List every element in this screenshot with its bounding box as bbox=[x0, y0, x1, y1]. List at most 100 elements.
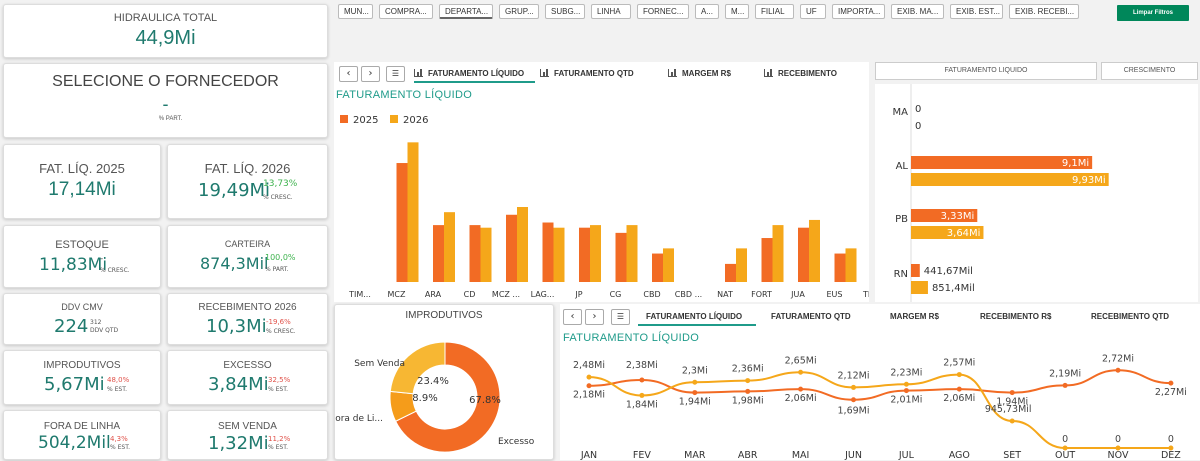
filter-exib-ma[interactable]: EXIB. MA... bbox=[891, 4, 944, 19]
kpi-sub: % CRESC. bbox=[263, 194, 293, 201]
kpi-hidraulica-card: HIDRAULICA TOTAL 44,9Mi bbox=[3, 4, 328, 58]
bar-2025-3 bbox=[469, 225, 481, 282]
tab-label: FATURAMENTO QTD bbox=[554, 69, 634, 78]
kpi-value: 1,32Mi bbox=[208, 433, 269, 454]
x-tick-label: ARA bbox=[425, 290, 442, 299]
x-tick-label: JAN bbox=[580, 450, 597, 460]
line-label-2026: 2,12Mi bbox=[838, 370, 870, 381]
line-chart: 2,18Mi 2,38Mi 1,94Mi 1,98Mi 2,06Mi 1,69Mi 2,01… bbox=[573, 353, 1187, 460]
kpi-receb-card: RECEBIMENTO 2026 10,3Mi -19,6% % CRESC. bbox=[167, 293, 328, 345]
next-button[interactable]: › bbox=[361, 66, 380, 82]
bar-2025-6 bbox=[579, 227, 590, 282]
x-tick-label: MAI bbox=[792, 450, 810, 460]
line-point-2026-5 bbox=[851, 384, 856, 390]
button-crescimento[interactable]: CRESCIMENTO bbox=[1101, 62, 1198, 80]
y-tick-label: AL bbox=[896, 161, 909, 172]
line-point-2026-2 bbox=[692, 379, 698, 385]
x-tick-label: FEV bbox=[633, 450, 651, 460]
clear-filters-button[interactable]: Limpar Filtros bbox=[1117, 5, 1189, 21]
line-point-2025-6 bbox=[903, 388, 909, 394]
filter-comprador[interactable]: COMPRA... bbox=[379, 4, 433, 19]
tab-recebimento[interactable]: RECEBIMENTO bbox=[764, 65, 837, 83]
chart-title: FATURAMENTO LÍQUIDO bbox=[336, 89, 473, 101]
filter-uf[interactable]: UF bbox=[800, 4, 826, 19]
line-label-2025: 2,06Mi bbox=[943, 393, 975, 404]
line-point-2026-4 bbox=[798, 369, 804, 375]
line-label-2025: 1,98Mi bbox=[732, 395, 764, 406]
kpi-pct: 100,0% bbox=[265, 253, 296, 262]
prev-button[interactable]: ‹ bbox=[563, 309, 582, 325]
hbar-2026-3 bbox=[911, 281, 928, 294]
line-point-2025-11 bbox=[1168, 380, 1174, 386]
menu-icon[interactable]: ☰ bbox=[611, 309, 630, 325]
filter-exib-est[interactable]: EXIB. EST... bbox=[950, 4, 1003, 19]
chart-title: FATURAMENTO LÍQUIDO bbox=[563, 332, 700, 344]
line-label-2025: 1,94Mi bbox=[679, 397, 711, 408]
y-tick-label: PB bbox=[895, 214, 908, 225]
x-tick-label: JP bbox=[574, 290, 582, 299]
bar-chart-panel: ‹ › ☰ FATURAMENTO LÍQUIDO FATURAMENTO QT… bbox=[334, 62, 869, 302]
kpi-sub: % PART. bbox=[265, 266, 289, 273]
bar-chart: 2025 2026 TIM... MCZ ARA CD MCZ ... LAG... JP CG C… bbox=[340, 115, 869, 299]
tab-recebimento-rs[interactable]: RECEBIMENTO R$ bbox=[980, 312, 1052, 321]
filter-linha[interactable]: LINHA bbox=[591, 4, 631, 19]
line-series-2026 bbox=[588, 371, 1171, 449]
next-button[interactable]: › bbox=[585, 309, 604, 325]
x-tick-label: EUS bbox=[827, 290, 843, 299]
tab-faturamento-liquido[interactable]: FATURAMENTO LÍQUIDO bbox=[638, 308, 756, 326]
kpi-value: 10,3Mi bbox=[206, 316, 267, 337]
line-point-2026-9 bbox=[1062, 445, 1068, 451]
slice-name-label: Sem Venda bbox=[354, 359, 405, 369]
bar-2025-1 bbox=[396, 163, 408, 282]
line-label-2026: 2,23Mi bbox=[890, 367, 922, 378]
x-tick-label: TIM... bbox=[348, 290, 371, 299]
tab-margem[interactable]: MARGEM R$ bbox=[668, 65, 731, 83]
slice-value-label: 67.8% bbox=[469, 395, 501, 406]
menu-icon[interactable]: ☰ bbox=[386, 66, 405, 82]
pie-card: IMPRODUTIVOS 67.8% Excesso 8.9% Fora de Li.… bbox=[334, 304, 554, 460]
bar-chart-icon bbox=[668, 69, 677, 77]
hbar-label: 0 bbox=[915, 104, 921, 115]
button-faturamento-liquido[interactable]: FATURAMENTO LIQUIDO bbox=[875, 62, 1097, 80]
kpi-value: 11,83Mi bbox=[39, 255, 108, 275]
filter-grupo[interactable]: GRUP... bbox=[499, 4, 539, 19]
legend-swatch-2026 bbox=[390, 115, 398, 123]
tab-faturamento-qtd[interactable]: FATURAMENTO QTD bbox=[540, 65, 634, 83]
line-label-2025: 2,38Mi bbox=[626, 360, 658, 371]
filter-a[interactable]: A... bbox=[695, 4, 719, 19]
line-point-2025-0 bbox=[586, 383, 592, 389]
x-tick-label: JUN bbox=[844, 450, 862, 460]
kpi-value: 504,2Mil bbox=[38, 433, 111, 453]
kpi-fornecedor-card[interactable]: SELECIONE O FORNECEDOR - % PART. bbox=[3, 63, 328, 138]
filter-subgrupo[interactable]: SUBG... bbox=[545, 4, 585, 19]
x-tick-label: CD bbox=[464, 290, 476, 299]
filter-m[interactable]: M... bbox=[725, 4, 749, 19]
tab-faturamento-liquido[interactable]: FATURAMENTO LÍQUIDO bbox=[414, 65, 535, 83]
line-label-2026: 0 bbox=[1062, 434, 1068, 445]
line-label-2025: 2,27Mi bbox=[1155, 387, 1187, 398]
filter-exib-receb[interactable]: EXIB. RECEBI... bbox=[1009, 4, 1079, 19]
x-tick-label: MCZ bbox=[388, 290, 406, 299]
filter-importado[interactable]: IMPORTA... bbox=[832, 4, 885, 19]
tab-faturamento-qtd[interactable]: FATURAMENTO QTD bbox=[771, 312, 851, 321]
line-point-2025-3 bbox=[745, 388, 751, 394]
y-tick-label: MA bbox=[893, 107, 909, 118]
tab-recebimento-qtd[interactable]: RECEBIMENTO QTD bbox=[1091, 312, 1170, 321]
filter-fornecedor[interactable]: FORNEC... bbox=[637, 4, 689, 19]
line-label-2026: 2,65Mi bbox=[785, 355, 817, 366]
kpi-sub: % CRESC. bbox=[100, 267, 130, 274]
prev-button[interactable]: ‹ bbox=[339, 66, 358, 82]
filter-municipio[interactable]: MUN... bbox=[338, 4, 373, 19]
filter-departamento[interactable]: DEPARTA... bbox=[439, 4, 493, 19]
kpi-value: 17,14Mi bbox=[48, 179, 116, 200]
bar-2026-5 bbox=[553, 227, 565, 282]
bottom-tabs: FATURAMENTO LÍQUIDO FATURAMENTO QTD MARG… bbox=[638, 308, 1198, 328]
line-point-2025-8 bbox=[1009, 390, 1015, 396]
x-tick-label: DEZ bbox=[1161, 450, 1181, 460]
tab-margem[interactable]: MARGEM R$ bbox=[890, 312, 939, 321]
filter-filial[interactable]: FILIAL bbox=[755, 4, 794, 19]
tab-label: MARGEM R$ bbox=[682, 69, 731, 78]
bar-2026-3 bbox=[480, 227, 492, 282]
bar-chart-icon bbox=[540, 69, 549, 77]
line-point-2026-0 bbox=[586, 374, 592, 380]
